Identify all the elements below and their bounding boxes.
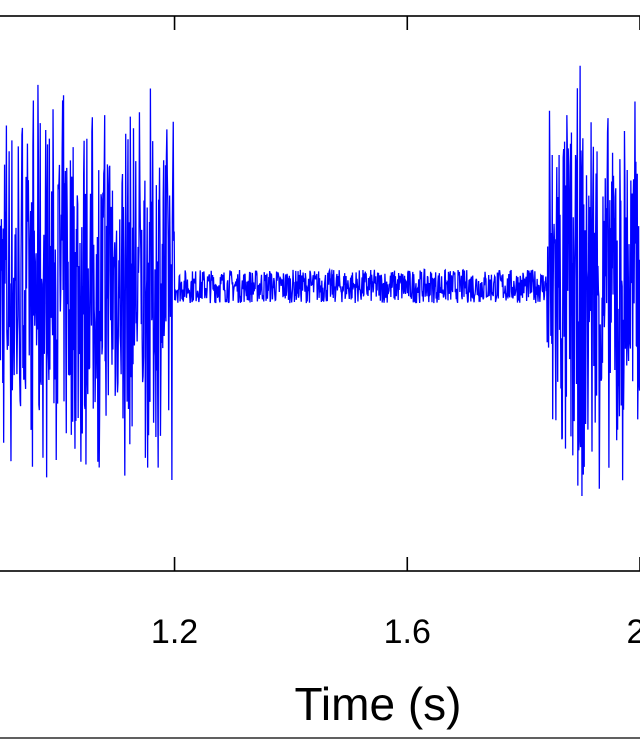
x-axis-title: Time (s) [295,678,462,730]
x-tick-label: 2 [627,613,640,651]
x-ticks [173,16,640,571]
x-tick-labels: 1.2 1.6 2 [151,613,640,651]
x-tick-label: 1.6 [384,613,431,651]
signal-line [0,65,640,496]
x-tick-label: 1.2 [151,613,198,651]
signal-layer [0,65,640,496]
